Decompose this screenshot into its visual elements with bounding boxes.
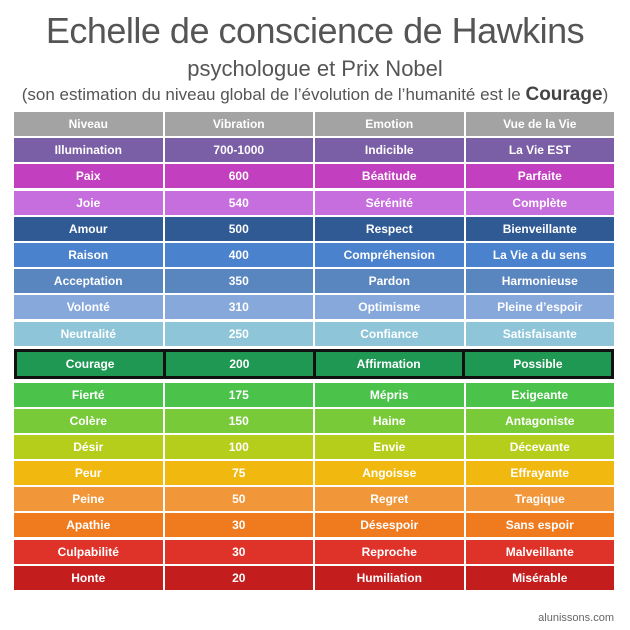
table-cell: 500	[165, 216, 315, 241]
note-bold: Courage	[525, 84, 603, 105]
table-row: Colère 150 Haine Antagoniste	[14, 408, 614, 433]
table-cell: 540	[165, 190, 315, 215]
table-cell: Niveau	[14, 112, 165, 136]
table-cell: Exigeante	[511, 387, 569, 402]
table-cell: Satisfaisante	[502, 326, 577, 341]
table-cell: Humiliation	[315, 565, 466, 590]
table-cell: Angoisse	[315, 461, 466, 486]
table-cell: 400	[165, 242, 315, 267]
table-cell: Possible	[513, 356, 563, 371]
table-cell: Amour	[14, 216, 165, 241]
table-cell: Pleine d’espoir	[497, 300, 583, 315]
table-cell: 310	[165, 295, 315, 320]
table-cell: Décevante	[509, 439, 570, 454]
title: Echelle de conscience de Hawkins	[45, 10, 585, 51]
table-cell: Harmonieuse	[501, 274, 578, 289]
table-row: Volonté 310 Optimisme Pleine d’espoir	[14, 295, 614, 320]
note-text: (son estimation du niveau global de l’év…	[21, 85, 521, 104]
table-row: Amour 500 Respect Bienveillante	[14, 216, 614, 241]
table-cell: Culpabilité	[14, 539, 165, 564]
table-cell: Compréhension	[315, 242, 466, 267]
table-cell: 175	[165, 382, 315, 407]
table-cell: 30	[165, 513, 315, 538]
header-row: Niveau Vibration Emotion Vue de la Vie	[14, 112, 614, 136]
table-row: Acceptation 350 Pardon Harmonieuse	[14, 269, 614, 294]
table-cell: Volonté	[14, 295, 165, 320]
table-cell: Antagoniste	[505, 413, 575, 428]
table-cell: 75	[165, 461, 315, 486]
table-row: Apathie 30 Désespoir Sans espoir	[14, 513, 614, 538]
table-cell: Confiance	[315, 321, 466, 346]
table-cell: Optimisme	[315, 295, 466, 320]
table-cell: Illumination	[14, 138, 165, 163]
table-cell: 150	[165, 408, 315, 433]
subtitle: psychologue et Prix Nobel	[187, 56, 443, 81]
table-cell: Malveillante	[505, 544, 574, 559]
table-row: Peur 75 Angoisse Effrayante	[14, 461, 614, 486]
table-cell: Neutralité	[14, 321, 165, 346]
table: Niveau Vibration Emotion Vue de la Vie Illum…	[14, 112, 614, 592]
table-row: Désir 100 Envie Décevante	[14, 434, 614, 459]
table-cell: La Vie EST	[508, 143, 571, 158]
table-row: Peine 50 Regret Tragique	[14, 487, 614, 512]
table-cell: Affirmation	[316, 351, 465, 376]
table-cell: Haine	[315, 408, 466, 433]
table-cell: Vue de la Vie	[503, 117, 577, 131]
table-cell: Vibration	[165, 112, 315, 136]
table-cell: Effrayante	[510, 466, 570, 481]
table-cell: Sans espoir	[505, 518, 574, 533]
table-row: Neutralité 250 Confiance Satisfaisante	[14, 321, 614, 346]
table-cell: Apathie	[14, 513, 165, 538]
table-cell: Envie	[315, 434, 466, 459]
table-cell: Indicible	[315, 138, 466, 163]
table-row: Fierté 175 Mépris Exigeante	[14, 382, 614, 407]
table-cell: 20	[165, 565, 315, 590]
note-text: )	[602, 85, 609, 104]
table-cell: Honte	[14, 565, 165, 590]
table-cell: Parfaite	[517, 169, 562, 184]
table-cell: Complète	[512, 195, 568, 210]
table-cell: Peine	[14, 487, 165, 512]
table-cell: Emotion	[315, 112, 466, 136]
table-cell: 50	[165, 487, 315, 512]
table-cell: Reproche	[315, 539, 466, 564]
table-cell: Béatitude	[315, 164, 466, 189]
table-cell: Joie	[14, 190, 165, 215]
table-cell: Courage	[17, 351, 167, 376]
footer: alunissons.com	[538, 612, 614, 624]
table-cell: 600	[165, 164, 315, 189]
table-cell: 200	[166, 351, 316, 376]
table-cell: Mépris	[315, 382, 466, 407]
table-cell: Respect	[315, 216, 466, 241]
table-row: Culpabilité 30 Reproche Malveillante	[14, 539, 614, 564]
table-cell: Bienveillante	[502, 221, 577, 236]
table-row: Raison 400 Compréhension La Vie a du sens	[14, 242, 614, 267]
table-cell: 250	[165, 321, 315, 346]
table-cell: 700-1000	[165, 138, 315, 163]
table-row: Honte 20 Humiliation Misérable	[14, 565, 614, 590]
table-row: Joie 540 Sérénité Complète	[14, 190, 614, 215]
table-cell: Pardon	[315, 269, 466, 294]
table-cell: Peur	[14, 461, 165, 486]
table-row: Illumination 700-1000 Indicible La Vie EST	[14, 138, 614, 163]
table-cell: 350	[165, 269, 315, 294]
table-cell: Désespoir	[315, 513, 466, 538]
table-cell: Sérénité	[315, 190, 466, 215]
note: (son estimation du niveau global de l’év…	[0, 84, 630, 106]
table-cell: Regret	[315, 487, 466, 512]
table-cell: Misérable	[512, 570, 568, 585]
table-cell: Paix	[14, 164, 165, 189]
table-cell: Désir	[14, 434, 165, 459]
table-cell: Tragique	[514, 492, 565, 507]
table-cell: Acceptation	[14, 269, 165, 294]
table-cell: Colère	[14, 408, 165, 433]
table-cell: Fierté	[14, 382, 165, 407]
table-cell: 30	[165, 539, 315, 564]
table-row: Paix 600 Béatitude Parfaite	[14, 164, 614, 189]
table-row: Courage 200 Affirmation Possible	[14, 348, 614, 379]
table-cell: Raison	[14, 242, 165, 267]
table-cell: 100	[165, 434, 315, 459]
table-cell: La Vie a du sens	[492, 247, 587, 262]
